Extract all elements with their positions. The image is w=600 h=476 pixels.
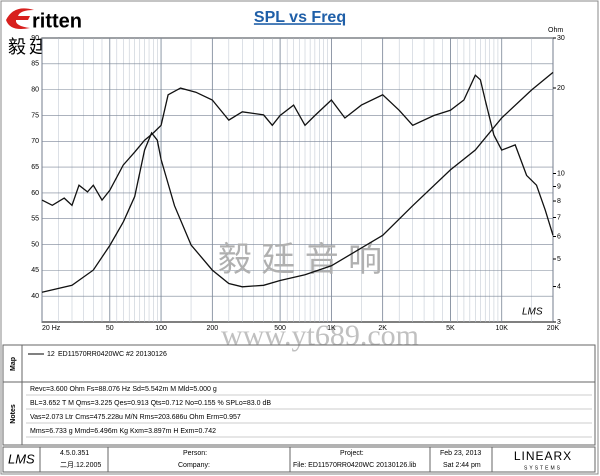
footer-project: Project: [340,450,364,457]
grid [41,37,554,322]
footer-date: Feb 23, 2013 [440,450,481,457]
y-tick-label: 60 [31,190,39,197]
y2-tick-label: 20 [557,85,565,92]
y2-tick-label: 9 [557,183,561,190]
logo-swoosh [6,8,34,29]
y2-tick-label: 7 [557,214,561,221]
note-line: Vas=2.073 Ltr Cms=475.228u M/N Rms=203.6… [30,414,241,421]
y2-tick-label: 10 [557,170,565,177]
legend-number: 12 [47,351,55,358]
y2-tick-label: 3 [557,319,561,326]
footer-brand-sub: SYSTEMS [524,465,562,471]
y-tick-label: 70 [31,138,39,145]
y-tick-label: 85 [31,61,39,68]
y2-axis-label: Ohm [548,27,563,34]
footer-software: LMS [8,451,35,466]
footer-version: 4.5.0.351 [60,450,89,457]
map-label: Map [10,357,17,371]
y2-tick-label: 5 [557,256,561,263]
y-tick-label: 90 [31,35,39,42]
footer [2,446,596,473]
footer-version-date: 二月.12.2005 [60,461,101,469]
y-tick-label: 80 [31,86,39,93]
info-panel [2,344,596,446]
chart-title: SPL vs Freq [254,9,346,26]
y2-tick-label: 30 [557,35,565,42]
y-tick-label: 65 [31,164,39,171]
footer-time: Sat 2:44 pm [443,462,481,469]
note-line: Mms=6.733 g Mmd=6.496m Kg Kxm=3.897m H E… [30,428,216,435]
x-tick-label: 50 [106,325,114,332]
y-tick-label: 50 [31,241,39,248]
footer-person: Person: [183,450,207,457]
y-tick-label: 75 [31,112,39,119]
x-tick-label: 5K [446,325,455,332]
notes: Revc=3.600 Ohm Fs=88.076 Hz Sd=5.542m M … [26,386,592,438]
x-tick-label: 20 Hz [42,325,61,332]
plot-area [41,37,554,323]
y-tick-label: 40 [31,293,39,300]
x-tick-label: 10K [495,325,508,332]
curve [41,74,554,236]
x-tick-label: 500 [274,325,286,332]
x-tick-label: 100 [155,325,167,332]
curve [41,71,554,293]
curves [41,71,554,293]
notes-label: Notes [10,404,17,424]
plot-logo: LMS [522,307,543,318]
footer-brand: LINEARX [514,449,572,463]
y2-tick-label: 6 [557,233,561,240]
y2-tick-label: 8 [557,198,561,205]
x-tick-label: 200 [206,325,218,332]
footer-company: Company: [178,462,210,469]
watermark-url: www.yt689.com [221,319,419,352]
y-tick-label: 55 [31,216,39,223]
y-tick-label: 45 [31,267,39,274]
x-tick-label: 1K [327,325,336,332]
legend-text: ED11570RR0420WC #2 20130126 [58,351,167,358]
footer-file: File: ED11570RR0420WC 20130126.lib [293,462,416,469]
x-tick-label: 20K [547,325,560,332]
watermark-chinese: 毅 廷 音 响 [218,241,382,279]
logo-brand: ritten [32,10,82,32]
y2-tick-label: 4 [557,283,561,290]
x-tick-label: 2K [378,325,387,332]
note-line: Revc=3.600 Ohm Fs=88.076 Hz Sd=5.542m M … [30,386,217,393]
note-line: BL=3.652 T M Qms=3.225 Qes=0.913 Qts=0.7… [30,400,271,407]
